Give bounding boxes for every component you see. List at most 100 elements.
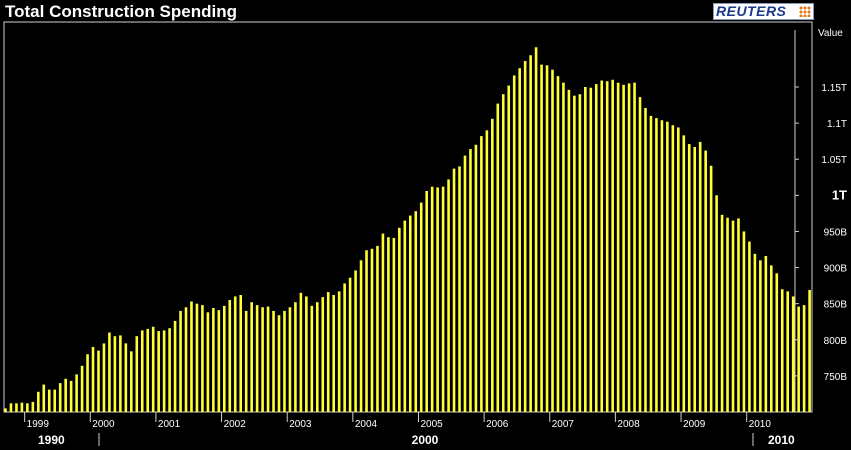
bar [113,336,117,412]
bar [573,95,576,413]
bar [376,245,379,412]
bar [655,118,658,412]
bar [759,260,762,412]
bar [419,202,423,412]
bar [425,191,428,412]
bar [518,68,521,412]
bar [458,166,461,412]
y-tick-label: 850B [824,300,848,311]
bar [693,146,697,412]
bar [75,374,78,412]
bar [359,260,363,412]
bar [332,295,335,412]
bar [86,354,89,412]
bar [501,94,505,412]
x-axis: 1999 2000 2001 2002 2003 2004 2005 2006 2007 2008… [24,412,795,447]
bar [403,220,407,412]
bar [791,296,795,412]
bar [162,330,166,412]
y-tick-label: 1.1T [827,119,847,130]
bar [58,383,62,412]
bar [649,115,653,412]
bar [272,310,275,412]
bar [146,328,150,412]
bar [802,305,806,412]
bar [119,335,122,412]
bar [64,378,67,412]
bar [343,283,346,412]
y-tick-label: 900B [824,264,848,275]
bar [228,300,232,412]
bar [370,248,374,412]
bar [748,241,751,412]
bar [217,310,221,412]
bar [37,391,40,412]
bar [398,227,401,412]
bars-group [4,47,811,413]
bar [731,220,735,412]
bar [491,118,494,412]
bar [348,277,352,412]
year-label: 1999 [27,419,50,430]
bar [294,302,297,412]
bar [326,292,330,412]
year-label: 2001 [158,419,181,430]
bar [452,168,456,412]
year-label: 2005 [420,419,443,430]
bar [594,84,598,413]
bar [97,350,100,412]
year-label: 2008 [617,419,640,430]
bar [124,343,128,412]
bar [9,403,13,412]
bar [808,289,811,412]
bar [469,149,472,413]
bar [47,389,51,412]
bar [190,301,193,412]
bar [540,64,543,413]
year-label: 2004 [355,419,378,430]
bar [720,214,724,412]
bar [151,326,155,412]
year-label: 2003 [289,419,312,430]
bar [589,87,593,412]
year-label: 2002 [224,419,247,430]
y-tick-label: 950B [824,227,848,238]
bar [775,273,779,412]
bar [441,186,445,412]
y-tick-label: 1.15T [821,83,847,94]
bar [15,403,18,412]
bar [26,403,29,412]
y-tick-label: 750B [824,372,848,383]
bar [31,401,35,412]
bar [255,305,259,412]
bar [430,186,434,412]
y-axis-title: Value [818,28,843,39]
bar [709,165,713,412]
bar [212,308,215,412]
bar [567,89,571,412]
bar [102,343,106,412]
bar [485,130,489,412]
bar [616,82,620,413]
bar [480,136,483,413]
chart-title: Total Construction Spending [5,2,237,21]
bar [337,291,341,412]
bar [288,307,292,412]
bar [108,332,111,412]
bar [387,237,390,412]
bar [315,302,319,412]
bar [786,291,790,412]
bar [239,295,243,412]
bar [687,144,691,412]
bar [638,97,642,413]
bar [195,303,199,412]
bar [611,79,614,412]
bar [627,83,631,412]
bar [770,265,773,412]
bar [764,256,768,412]
decade-label: 2000 [412,433,439,447]
logo-text: REUTERS [716,3,787,19]
bar [53,389,57,412]
bar [496,103,500,413]
